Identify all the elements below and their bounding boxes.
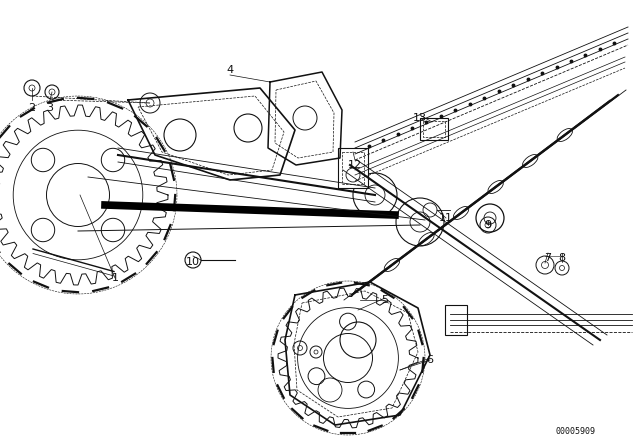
- Text: 1: 1: [111, 273, 118, 283]
- Bar: [342, 152, 364, 184]
- Text: 7: 7: [545, 253, 552, 263]
- Text: 4: 4: [227, 65, 234, 75]
- Bar: [420, 118, 448, 140]
- Text: 13: 13: [413, 113, 427, 123]
- Text: 5: 5: [381, 295, 388, 305]
- Text: 10: 10: [186, 257, 200, 267]
- Bar: [445, 305, 467, 335]
- Bar: [338, 148, 368, 188]
- Text: 9: 9: [484, 220, 492, 230]
- Text: 12: 12: [348, 160, 362, 170]
- Bar: [423, 121, 445, 137]
- Text: 2: 2: [28, 103, 36, 113]
- Text: 8: 8: [559, 253, 566, 263]
- Text: 11: 11: [439, 213, 453, 223]
- Text: 3: 3: [47, 103, 54, 113]
- Text: 6: 6: [426, 355, 433, 365]
- Text: 00005909: 00005909: [555, 427, 595, 436]
